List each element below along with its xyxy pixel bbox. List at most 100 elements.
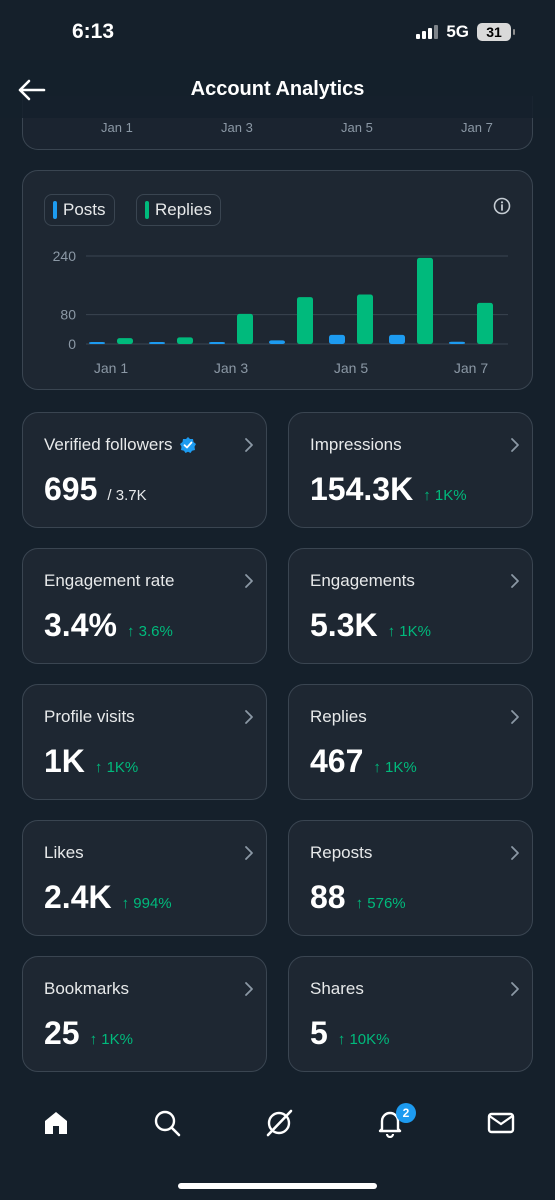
prev-tick-label: Jan 5	[341, 120, 373, 135]
metric-card[interactable]: Profile visits 1K ↑ 1K%	[22, 684, 267, 800]
bar-replies-jan-5[interactable]	[357, 294, 373, 345]
metric-value: 5	[310, 1015, 328, 1051]
back-button[interactable]	[16, 76, 50, 104]
legend-swatch	[53, 201, 57, 219]
metric-value-row: 2.4K ↑ 994%	[44, 879, 172, 916]
chevron-right-icon	[245, 574, 253, 588]
chevron-right-icon	[511, 982, 519, 996]
grok-icon[interactable]	[264, 1108, 294, 1138]
metric-change: ↑ 1K%	[373, 759, 417, 776]
bar-chart: 240 80 0 Jan 1 Jan 3 Jan 5 Jan 7	[53, 248, 508, 376]
bar-posts-jan-7[interactable]	[449, 341, 465, 344]
arrow-left-icon	[18, 79, 46, 101]
chevron-right-icon	[245, 438, 253, 452]
bar-replies-jan-1[interactable]	[117, 338, 133, 344]
metric-label-text: Reposts	[310, 843, 373, 862]
y-tick-label: 0	[68, 336, 76, 352]
metric-value-row: 695 / 3.7K	[44, 471, 147, 508]
bar-replies-jan-2[interactable]	[177, 337, 193, 344]
legend-swatch	[145, 201, 149, 219]
metric-value-row: 1K ↑ 1K%	[44, 743, 138, 780]
legend-posts[interactable]: Posts	[44, 194, 115, 226]
metric-label: Bookmarks	[44, 979, 129, 999]
status-indicators: 5G 31	[416, 22, 515, 42]
verified-badge-icon	[179, 437, 196, 453]
metric-change: ↑ 1K%	[94, 759, 139, 776]
bell-icon[interactable]	[375, 1108, 405, 1139]
bar-posts-jan-1[interactable]	[89, 342, 105, 344]
bar-replies-jan-3[interactable]	[237, 313, 253, 344]
metric-label-text: Replies	[310, 707, 367, 726]
metric-value: 25	[44, 1015, 80, 1051]
mail-icon[interactable]	[486, 1108, 516, 1138]
metric-label: Shares	[310, 979, 364, 999]
network-type: 5G	[446, 22, 469, 41]
metric-value: 695	[44, 471, 98, 507]
bar-posts-jan-4[interactable]	[269, 340, 285, 344]
metric-label-text: Verified followers	[44, 435, 173, 454]
metric-change: ↑ 10K%	[337, 1031, 390, 1048]
bar-posts-jan-2[interactable]	[149, 342, 165, 344]
metric-card[interactable]: Likes 2.4K ↑ 994%	[22, 820, 267, 936]
info-icon	[493, 197, 511, 215]
chevron-right-icon	[511, 846, 519, 860]
metric-label-text: Bookmarks	[44, 979, 130, 998]
battery-level: 31	[486, 24, 502, 40]
legend-replies[interactable]: Replies	[136, 194, 221, 226]
metric-value-row: 3.4% ↑ 3.6%	[44, 607, 173, 644]
metric-value: 154.3K	[310, 471, 414, 507]
signal-icon	[416, 25, 439, 39]
bar-posts-jan-5[interactable]	[329, 334, 345, 344]
metric-value: 2.4K	[44, 879, 112, 915]
info-button[interactable]	[492, 196, 512, 216]
metric-value: 88	[310, 879, 346, 915]
metric-label: Likes	[44, 843, 84, 863]
x-tick-label: Jan 1	[94, 360, 128, 376]
metric-value: 467	[310, 743, 364, 779]
y-tick-label: 240	[53, 248, 77, 264]
metric-card[interactable]: Impressions 154.3K ↑ 1K%	[288, 412, 533, 528]
metric-change: ↑ 1K%	[387, 623, 431, 640]
search-icon[interactable]	[152, 1108, 182, 1138]
bar-replies-jan-6[interactable]	[417, 257, 433, 344]
metric-card[interactable]: Bookmarks 25 ↑ 1K%	[22, 956, 267, 1072]
chevron-right-icon	[511, 574, 519, 588]
page-title: Account Analytics	[190, 78, 365, 100]
legend-label: Replies	[155, 200, 212, 219]
bar-replies-jan-7[interactable]	[477, 302, 493, 344]
metric-value: 3.4%	[44, 607, 117, 643]
home-indicator	[178, 1183, 377, 1189]
bar-posts-jan-3[interactable]	[209, 342, 225, 344]
metric-label: Reposts	[310, 843, 372, 863]
metric-card[interactable]: Verified followers 695 / 3.7K	[22, 412, 267, 528]
metric-card[interactable]: Reposts 88 ↑ 576%	[288, 820, 533, 936]
metric-label: Verified followers	[44, 435, 197, 455]
metric-change: ↑ 994%	[121, 895, 172, 912]
home-icon[interactable]	[41, 1108, 71, 1138]
prev-tick-label: Jan 1	[101, 120, 133, 135]
chevron-right-icon	[245, 710, 253, 724]
metric-card[interactable]: Shares 5 ↑ 10K%	[288, 956, 533, 1072]
metric-change: ↑ 1K%	[89, 1031, 133, 1048]
metric-label-text: Profile visits	[44, 707, 135, 726]
notification-badge: 2	[396, 1103, 416, 1123]
chevron-right-icon	[245, 846, 253, 860]
chevron-right-icon	[245, 982, 253, 996]
metric-card[interactable]: Engagement rate 3.4% ↑ 3.6%	[22, 548, 267, 664]
metric-card[interactable]: Engagements 5.3K ↑ 1K%	[288, 548, 533, 664]
metric-label: Engagement rate	[44, 571, 174, 591]
bar-posts-jan-6[interactable]	[389, 334, 405, 344]
metric-label: Impressions	[310, 435, 402, 455]
metric-card[interactable]: Replies 467 ↑ 1K%	[288, 684, 533, 800]
metric-value-row: 154.3K ↑ 1K%	[310, 471, 467, 508]
metric-label: Engagements	[310, 571, 415, 591]
battery-icon: 31	[477, 23, 515, 41]
chevron-right-icon	[511, 710, 519, 724]
status-time: 6:13	[72, 20, 115, 43]
metric-label-text: Likes	[44, 843, 84, 862]
bar-replies-jan-4[interactable]	[297, 297, 313, 344]
metric-value: 1K	[44, 743, 85, 779]
metric-change: ↑ 1K%	[423, 487, 467, 504]
x-tick-label: Jan 7	[454, 360, 488, 376]
metric-value-row: 5 ↑ 10K%	[310, 1015, 390, 1052]
